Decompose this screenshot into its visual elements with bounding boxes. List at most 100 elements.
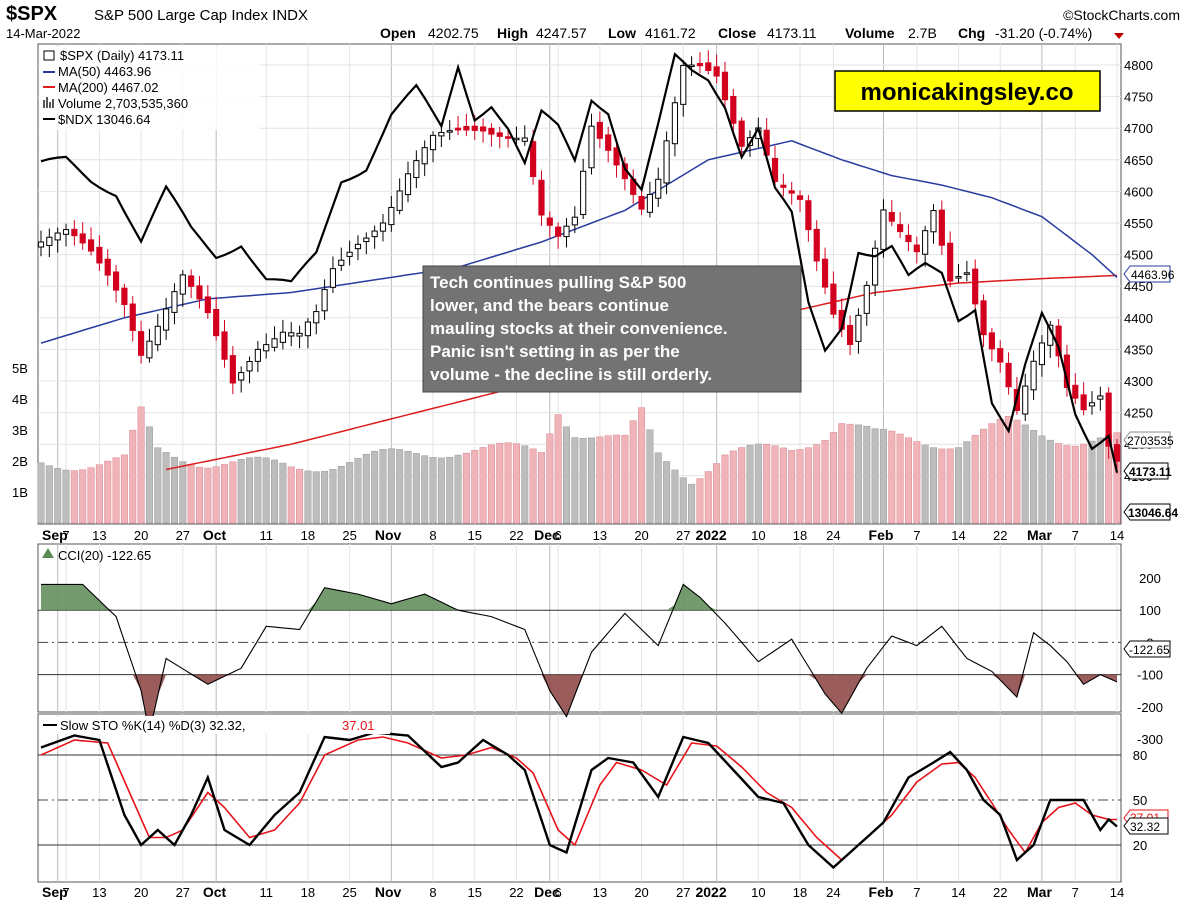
candle <box>1022 373 1029 422</box>
date-tick-label: 14 <box>951 528 965 543</box>
candle-body <box>204 296 211 314</box>
date-tick-label: 7 <box>1072 885 1079 900</box>
sto-panel <box>37 713 1122 883</box>
volume-bar <box>229 461 237 524</box>
date-tick-label: 11 <box>259 885 273 900</box>
volume-bar <box>362 454 370 524</box>
candle <box>379 213 387 242</box>
volume-bar <box>254 456 262 524</box>
candle <box>1088 391 1096 415</box>
sto-k-flag <box>1123 817 1169 835</box>
candle-body <box>196 285 203 300</box>
candle-body <box>688 64 695 68</box>
volume-bar <box>971 435 979 524</box>
volume-bar <box>120 454 128 524</box>
cci-tick-label: -200 <box>1137 700 1163 715</box>
candle-body <box>922 230 929 255</box>
volume-bars <box>37 406 1121 524</box>
volume-bar <box>863 425 871 524</box>
date-tick-label: 27 <box>676 885 690 900</box>
cci-path <box>41 583 1118 733</box>
date-tick-label: 14 <box>1110 885 1124 900</box>
candle-body <box>738 120 745 147</box>
chg-value: -31.20 (-0.74%) <box>995 25 1092 41</box>
high-label: High <box>497 25 528 41</box>
price-tick-label: 4600 <box>1124 184 1153 199</box>
candle <box>413 150 420 189</box>
candle-body <box>221 331 228 360</box>
volume-bar <box>1046 439 1054 524</box>
right-flags: 4463.96 2703535 4173.11 13046.64 -122.65… <box>1123 265 1178 835</box>
candle <box>663 131 670 195</box>
candle-body <box>1072 384 1079 399</box>
candle-body <box>37 241 45 248</box>
price-tick-label: 4800 <box>1124 58 1153 73</box>
volume-bar <box>54 468 62 524</box>
price-tick-label: 4650 <box>1124 153 1153 168</box>
volume-bar <box>879 428 887 524</box>
volume-bar <box>529 448 537 524</box>
candle <box>179 270 186 307</box>
date-tick-label: 6 <box>555 885 562 900</box>
candle <box>705 50 712 75</box>
volume-bar <box>496 442 504 524</box>
candle-body <box>705 62 712 71</box>
date-tick-label: Nov <box>375 884 402 900</box>
candle-body <box>363 237 370 243</box>
candle <box>1072 373 1079 404</box>
candle-body <box>713 66 720 77</box>
candle-body <box>238 372 245 381</box>
candle-body <box>271 338 278 348</box>
volume-flag-text: 2703535 <box>1127 434 1174 448</box>
candle <box>521 125 528 146</box>
candlesticks <box>37 50 1121 474</box>
volume-bar <box>721 454 729 524</box>
volume-bar <box>588 437 596 524</box>
candle <box>446 120 453 141</box>
candle-body <box>505 136 512 139</box>
date-tick-label: 2022 <box>695 884 726 900</box>
volume-bar <box>446 456 454 524</box>
date-tick-label: 22 <box>509 885 523 900</box>
candle-body <box>638 196 645 210</box>
candle-body <box>1022 385 1029 415</box>
candle <box>997 340 1004 373</box>
volume-bar <box>613 434 621 524</box>
candle-body <box>696 62 704 67</box>
volume-bar <box>129 429 137 524</box>
volume-legend-icon <box>43 97 54 108</box>
candle <box>54 227 61 253</box>
candle <box>229 346 236 395</box>
candle-body <box>963 272 970 275</box>
volume-bar <box>696 478 704 524</box>
candle <box>188 269 195 299</box>
candle-body <box>1038 342 1046 366</box>
candle-body <box>329 268 337 288</box>
volume-bar <box>1030 430 1038 524</box>
volume-bar <box>763 443 771 524</box>
volume-bar <box>421 455 429 524</box>
ndx-line <box>40 52 1119 473</box>
candle <box>913 236 920 264</box>
date-tick-label: 18 <box>793 885 807 900</box>
volume-bar <box>271 459 279 524</box>
date-tick-label: 15 <box>468 528 482 543</box>
volume-bar <box>988 423 996 524</box>
volume-bar <box>1013 419 1021 524</box>
date-tick-label: Dec <box>534 527 560 543</box>
candle <box>121 283 128 317</box>
candle <box>788 181 795 205</box>
volume-bar <box>429 457 437 524</box>
date-tick-label: Nov <box>375 527 402 543</box>
date-tick-label: 22 <box>993 885 1007 900</box>
candle-body <box>246 361 253 372</box>
candle <box>555 222 562 249</box>
candle-body <box>947 242 954 282</box>
volume-bar <box>212 466 220 524</box>
volume-bar <box>337 466 345 524</box>
candle <box>87 227 95 256</box>
price-tick-label: 4350 <box>1124 342 1153 357</box>
volume-bar <box>888 430 896 524</box>
candle-body <box>530 141 537 178</box>
volume-bar <box>546 433 554 524</box>
